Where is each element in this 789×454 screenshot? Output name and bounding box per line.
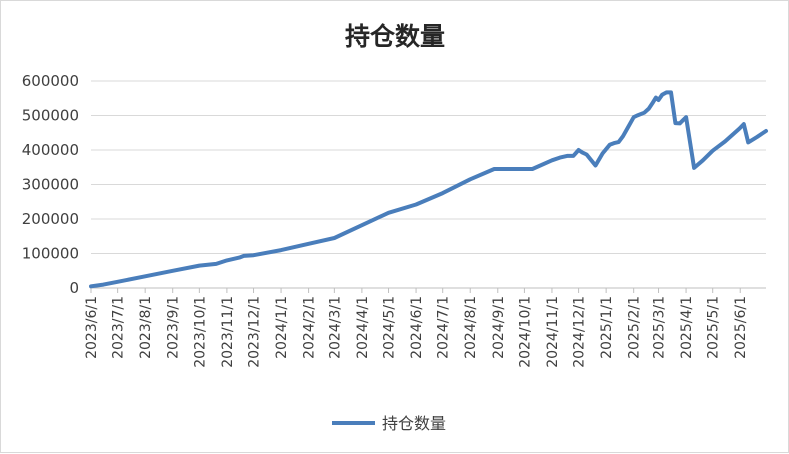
y-tick-label: 500000 [22,107,79,125]
y-tick-label: 0 [69,279,79,297]
x-tick-label: 2024/4/1 [355,296,371,359]
y-tick-label: 600000 [22,72,79,90]
x-tick-label: 2025/1/1 [599,296,615,359]
x-tick-label: 2025/6/1 [733,296,749,359]
series-layer [89,90,768,289]
x-tick-label: 2023/7/1 [111,296,127,359]
y-tick-label: 100000 [22,245,79,263]
x-tick-label: 2023/9/1 [166,296,182,359]
x-tick-label: 2025/2/1 [627,296,643,359]
x-tick-label: 2025/5/1 [706,296,722,359]
x-tick-label: 2024/3/1 [327,296,343,359]
x-tick-label: 2023/11/1 [220,296,236,368]
x-tick-label: 2024/10/1 [517,296,533,368]
y-tick-label: 300000 [22,176,79,194]
x-tick-label: 2025/4/1 [679,296,695,359]
x-axis-ticks: 2023/6/1 2023/7/1 2023/8/1 2023/9/1 2023/10/… [84,288,749,368]
y-axis-ticks: 0 100000 200000 300000 400000 500000 600000 [22,72,79,297]
x-tick-label: 2024/2/1 [302,296,318,359]
x-tick-label: 2024/9/1 [491,296,507,359]
series-line [89,90,768,289]
x-tick-label: 2024/6/1 [409,296,425,359]
chart-title: 持仓数量 [345,22,445,51]
x-tick-label: 2024/8/1 [463,296,479,359]
x-tick-label: 2023/12/1 [247,296,263,368]
x-tick-label: 2023/10/1 [192,296,208,368]
legend: 持仓数量 [332,414,446,433]
x-tick-label: 2024/11/1 [545,296,561,368]
x-tick-label: 2025/3/1 [652,296,668,359]
x-tick-label: 2023/6/1 [84,296,100,359]
x-tick-label: 2024/5/1 [382,296,398,359]
x-tick-label: 2023/8/1 [138,296,154,359]
x-tick-label: 2024/12/1 [572,296,588,368]
legend-label: 持仓数量 [382,414,446,433]
y-tick-label: 400000 [22,141,79,159]
x-tick-label: 2024/7/1 [436,296,452,359]
x-tick-label: 2024/1/1 [274,296,290,359]
gridlines [91,80,766,289]
y-tick-label: 200000 [22,210,79,228]
